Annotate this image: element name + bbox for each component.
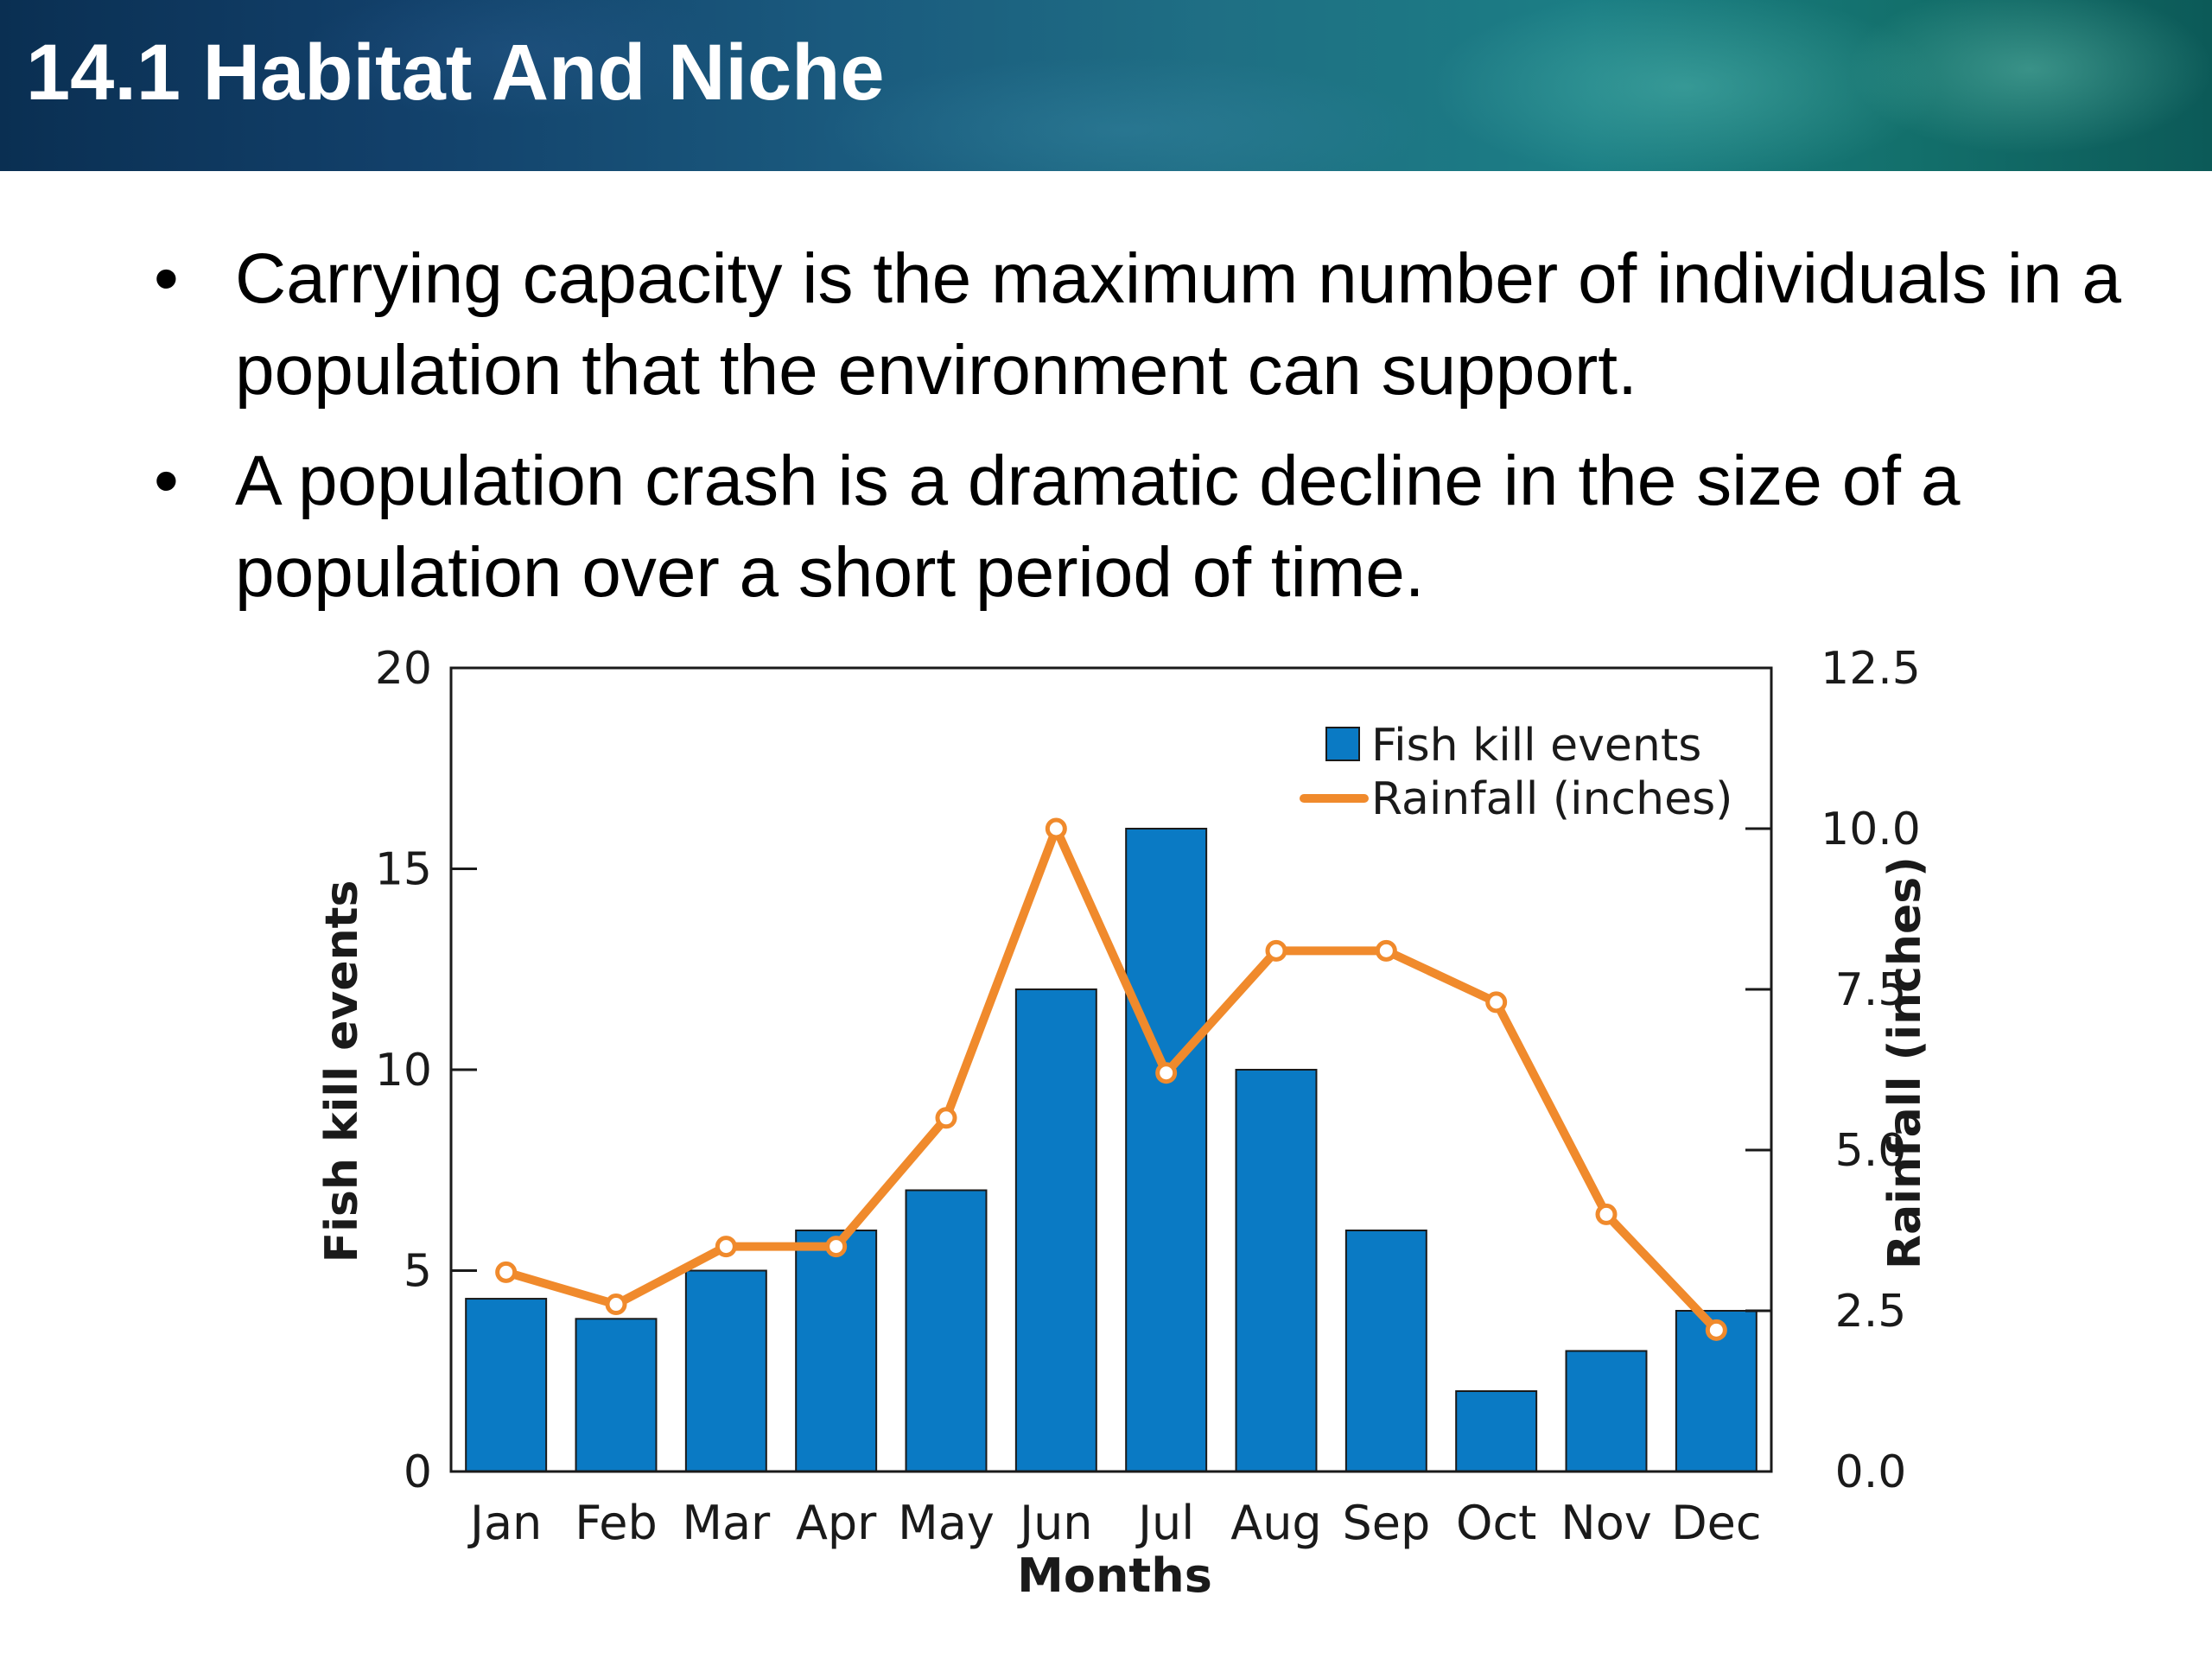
- rainfall-point-apr: [825, 1236, 848, 1258]
- bar-oct: [1455, 1390, 1538, 1472]
- bar-feb: [575, 1318, 658, 1473]
- bullet-dot-icon: •: [154, 442, 179, 520]
- rainfall-point-aug: [1265, 939, 1287, 962]
- y2-tick-label: 10.0: [1821, 804, 1921, 855]
- legend-label-rainfall: Rainfall (inches): [1371, 773, 1732, 825]
- bar-may: [905, 1189, 988, 1472]
- bullet-dot-icon: •: [154, 239, 179, 318]
- x-tick-label: Sep: [1342, 1496, 1430, 1550]
- y2-tick-label: 12.5: [1821, 643, 1921, 695]
- bar-sep: [1344, 1230, 1427, 1472]
- rainfall-point-jan: [495, 1261, 518, 1283]
- x-tick-label: Jun: [1017, 1496, 1092, 1550]
- bar-series: [465, 828, 1758, 1473]
- bar-aug: [1235, 1069, 1318, 1472]
- bar-jul: [1125, 828, 1208, 1472]
- y-tick-label: 15: [375, 844, 432, 896]
- x-tick-label: Oct: [1456, 1496, 1536, 1550]
- x-tick-label: Mar: [682, 1496, 771, 1550]
- y2-tick-label: 0.0: [1835, 1446, 1907, 1498]
- x-axis-title: Months: [1017, 1548, 1212, 1603]
- slide-header: 14.1 Habitat And Niche: [0, 0, 2212, 171]
- rainfall-point-jun: [1045, 817, 1067, 840]
- rainfall-point-oct: [1485, 991, 1508, 1014]
- y2-tick-label: 7.5: [1835, 964, 1907, 1016]
- bar-nov: [1565, 1350, 1648, 1472]
- x-tick-label: Jul: [1135, 1496, 1194, 1550]
- x-tick-label: Aug: [1230, 1496, 1321, 1550]
- bullet-item: • A population crash is a dramatic decli…: [147, 435, 2152, 619]
- x-tick-label: Nov: [1560, 1496, 1651, 1550]
- rainfall-point-dec: [1705, 1319, 1727, 1341]
- rainfall-point-may: [935, 1107, 957, 1129]
- x-tick-label: Dec: [1671, 1496, 1762, 1550]
- bullet-item: • Carrying capacity is the maximum numbe…: [147, 233, 2152, 416]
- rainfall-point-feb: [605, 1294, 627, 1316]
- bullet-text: A population crash is a dramatic decline…: [235, 442, 1961, 612]
- bar-mar: [684, 1269, 767, 1472]
- bar-apr: [795, 1230, 878, 1472]
- legend-label-fish-kill: Fish kill events: [1371, 720, 1701, 772]
- y2-tick-label: 2.5: [1835, 1286, 1907, 1338]
- line-series: [495, 817, 1727, 1341]
- x-tick-label: Feb: [575, 1496, 658, 1550]
- x-tick-label: May: [898, 1496, 995, 1550]
- rainfall-point-jul: [1155, 1062, 1178, 1084]
- bar-jan: [465, 1298, 548, 1473]
- y-tick-label: 0: [404, 1446, 432, 1498]
- rainfall-point-nov: [1595, 1203, 1618, 1225]
- bullet-text: Carrying capacity is the maximum number …: [235, 239, 2122, 410]
- slide-title: 14.1 Habitat And Niche: [26, 29, 885, 117]
- bar-jun: [1014, 988, 1097, 1472]
- rainfall-line: [501, 824, 1721, 1335]
- y-axis-title: Fish kill events: [316, 880, 368, 1263]
- y-tick-label: 10: [375, 1045, 432, 1096]
- chart-axes: 0 5 10 15 20 0.0 2.5 5.0 7.5 10.0 12.5 Jan Feb Mar Apr…: [375, 643, 1921, 1550]
- bullet-list: • Carrying capacity is the maximum numbe…: [147, 233, 2152, 638]
- y-tick-label: 20: [375, 643, 432, 695]
- x-tick-label: Apr: [796, 1496, 877, 1550]
- legend-swatch-bar: [1325, 727, 1360, 761]
- x-tick-label: Jan: [467, 1496, 542, 1550]
- y2-tick-label: 5.0: [1835, 1125, 1907, 1177]
- rainfall-point-mar: [715, 1236, 737, 1258]
- y2-axis-title: Rainfall (inches): [1879, 856, 1931, 1269]
- rainfall-point-sep: [1375, 939, 1397, 962]
- y-tick-label: 5: [404, 1246, 432, 1298]
